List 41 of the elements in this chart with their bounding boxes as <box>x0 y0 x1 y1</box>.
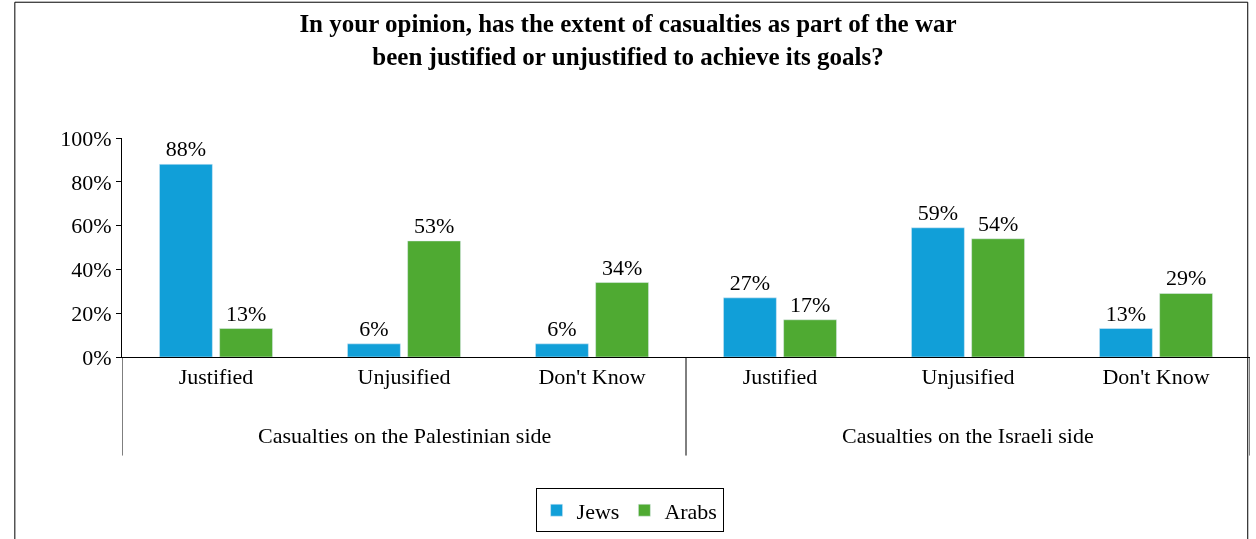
bar <box>1099 328 1153 357</box>
data-label: 13% <box>225 300 267 326</box>
bar <box>723 297 777 357</box>
data-label: 29% <box>1165 265 1207 291</box>
data-label: 53% <box>413 212 455 238</box>
data-label: 54% <box>977 210 1019 236</box>
y-tick-label: 0% <box>82 344 112 370</box>
x-tick-label: Justified <box>742 364 818 390</box>
bar <box>159 164 213 357</box>
bar <box>911 227 965 357</box>
bar <box>783 319 837 357</box>
data-label: 88% <box>165 136 207 162</box>
chart-title: In your opinion, has the extent of casualties as part of the war been justified or unjustified to achieve its goals? <box>299 10 957 70</box>
y-tick-label: 60% <box>71 213 112 239</box>
bar <box>971 238 1025 357</box>
x-tick-label: Don't Know <box>538 364 646 390</box>
y-tick-label: 100% <box>60 125 112 151</box>
data-label: 17% <box>789 291 831 317</box>
data-label: 13% <box>1105 300 1147 326</box>
y-tick-label: 20% <box>71 300 112 326</box>
y-tick-label: 40% <box>71 257 112 283</box>
text: Casualties on the Israeli side <box>842 423 1094 448</box>
legend-label: Jews <box>576 498 620 524</box>
y-tick-label: 80% <box>71 169 112 195</box>
bar <box>407 240 461 357</box>
x-tick-label: Justified <box>178 364 254 390</box>
bar <box>347 343 401 357</box>
data-label: 6% <box>547 315 577 341</box>
data-label: 27% <box>729 269 771 295</box>
data-label: 59% <box>917 199 959 225</box>
text: Casualties on the Palestinian side <box>258 423 552 448</box>
bar <box>595 282 649 357</box>
x-tick-label: Unjusified <box>921 364 1015 390</box>
bar <box>535 343 589 357</box>
bar <box>1159 293 1213 357</box>
data-label: 34% <box>601 254 643 280</box>
data-label: 6% <box>359 315 389 341</box>
x-tick-label: Don't Know <box>1102 364 1210 390</box>
bar <box>219 328 273 357</box>
x-tick-label: Unjusified <box>357 364 451 390</box>
legend-label: Arabs <box>664 498 717 524</box>
